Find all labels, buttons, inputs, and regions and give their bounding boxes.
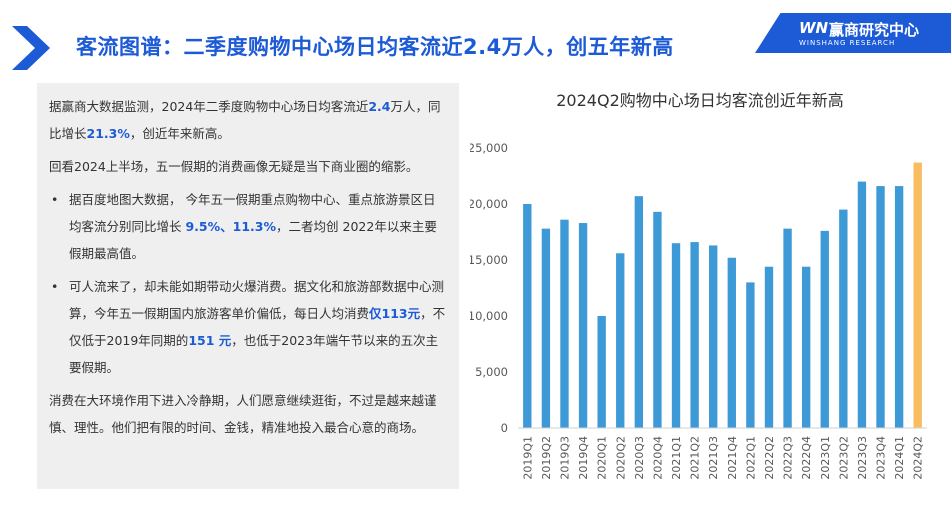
bar-2021Q2 xyxy=(690,242,699,428)
bullet-list: 据百度地图大数据， 今年五一假期重点购物中心、重点旅游景区日均客流分别同比增长 … xyxy=(49,186,447,381)
paragraph-conclusion: 消费在大环境作用下进入冷静期，人们愿意继续逛街，不过是越来越谨慎、理性。他们把有… xyxy=(49,393,437,435)
x-tick-label: 2021Q2 xyxy=(689,436,702,480)
highlight-value: 151 元 xyxy=(188,333,232,348)
highlight-value: 2.4 xyxy=(368,99,391,114)
x-tick-label: 2020Q1 xyxy=(596,436,609,480)
bar-2023Q3 xyxy=(857,181,867,428)
y-tick-label: 5,000 xyxy=(475,365,508,379)
traffic-bar-chart: 2024Q2购物中心场日均客流创近年新高 0 5,000 10,000 15,000 2… xyxy=(470,91,927,480)
text-segment: 据赢商大数据监测，2024年二季度购物中心场日均客流近 xyxy=(49,99,369,114)
bar-2020Q4 xyxy=(653,211,662,428)
highlight-value: 9.5%、11.3% xyxy=(185,219,277,234)
bar-2022Q1 xyxy=(746,282,755,428)
y-tick-label: 25,000 xyxy=(470,141,508,155)
paragraph-summary: 据赢商大数据监测，2024年二季度购物中心场日均客流近2.4万人，同比增长21.… xyxy=(49,93,447,147)
text-segment: 可人流来了，却未能如期带动火爆消费。据文化和旅游部数据中心测算，今年五一假期国内… xyxy=(69,279,445,321)
x-tick-label: 2021Q3 xyxy=(707,436,720,480)
bar-2021Q3 xyxy=(709,245,718,428)
x-tick-label: 2020Q4 xyxy=(651,436,664,480)
y-tick-label: 15,000 xyxy=(470,253,508,267)
brand-subtitle: WINSHANG RESEARCH xyxy=(799,39,896,47)
x-tick-label: 2024Q1 xyxy=(893,436,906,480)
bar-2023Q2 xyxy=(839,209,848,428)
brand-name: 赢商研究中心 xyxy=(829,21,920,39)
highlight-value: 仅113元 xyxy=(369,306,421,321)
y-tick-label: 10,000 xyxy=(470,309,508,323)
bullet-item-baidu: 据百度地图大数据， 今年五一假期重点购物中心、重点旅游景区日均客流分别同比增长 … xyxy=(49,186,447,267)
x-tick-label: 2022Q2 xyxy=(763,436,776,480)
paragraph-intro: 回看2024上半场，五一假期的消费画像无疑是当下商业圈的缩影。 xyxy=(49,159,419,174)
page-title: 客流图谱：二季度购物中心场日均客流近2.4万人，创五年新高 xyxy=(76,35,674,59)
article-text-box: 据赢商大数据监测，2024年二季度购物中心场日均客流近2.4万人，同比增长21.… xyxy=(37,83,459,489)
bar-2020Q1 xyxy=(597,316,606,428)
highlight-value: 21.3% xyxy=(86,126,130,141)
x-tick-label: 2020Q3 xyxy=(633,436,646,480)
bar-2023Q4 xyxy=(876,186,885,428)
brand-banner: WN 赢商研究中心 WINSHANG RESEARCH xyxy=(755,13,951,53)
bar-2022Q3 xyxy=(783,228,792,428)
bar-2019Q1 xyxy=(523,204,532,428)
bar-2022Q2 xyxy=(764,266,774,428)
x-tick-label: 2023Q4 xyxy=(875,436,888,480)
x-tick-label: 2022Q4 xyxy=(800,436,813,480)
text-segment: 万人，同比增长 xyxy=(49,99,441,141)
bar-2021Q1 xyxy=(671,243,681,428)
title-arrow-icon xyxy=(12,26,50,70)
brand-logo-icon: WN xyxy=(799,19,829,37)
x-tick-label: 2020Q2 xyxy=(614,436,627,480)
bar-2022Q4 xyxy=(801,266,811,428)
text-segment: 据百度地图大数据， 今年五一假期重点购物中心、重点旅游景区日均客流分别同比增长 xyxy=(69,192,436,234)
x-axis: 2019Q1 2019Q2 2019Q3 2019Q4 2020Q1 2020Q2 2020… xyxy=(518,427,927,480)
y-tick-label: 0 xyxy=(501,421,508,435)
bar-2023Q1 xyxy=(820,230,829,428)
bar-2021Q4 xyxy=(727,257,736,428)
x-tick-label: 2022Q1 xyxy=(744,436,757,480)
x-tick-label: 2023Q3 xyxy=(856,436,869,480)
x-tick-label: 2019Q4 xyxy=(577,436,590,480)
x-tick-label: 2021Q4 xyxy=(726,436,739,480)
y-axis: 0 5,000 10,000 15,000 20,000 25,000 xyxy=(470,141,508,435)
x-tick-label: 2022Q3 xyxy=(782,436,795,480)
chart-title: 2024Q2购物中心场日均客流创近年新高 xyxy=(556,91,844,110)
bar-series xyxy=(523,162,922,428)
text-segment: ，也低于2023年端午节以来的五次主要假期。 xyxy=(69,333,439,375)
bar-2019Q4 xyxy=(578,223,588,428)
x-tick-label: 2019Q3 xyxy=(558,436,571,480)
bar-2024Q2 xyxy=(913,162,922,428)
x-tick-label: 2023Q2 xyxy=(837,436,850,480)
y-tick-label: 20,000 xyxy=(470,197,508,211)
x-tick-label: 2024Q2 xyxy=(912,436,925,480)
bullet-item-tourism: 可人流来了，却未能如期带动火爆消费。据文化和旅游部数据中心测算，今年五一假期国内… xyxy=(49,273,447,381)
bar-2019Q3 xyxy=(560,219,569,428)
bar-2019Q2 xyxy=(541,228,551,428)
x-tick-label: 2021Q1 xyxy=(670,436,683,480)
bar-2024Q1 xyxy=(894,186,904,428)
x-tick-label: 2019Q1 xyxy=(521,436,534,480)
bar-2020Q2 xyxy=(616,253,625,428)
x-tick-label: 2019Q2 xyxy=(540,436,553,480)
bar-2020Q3 xyxy=(634,196,644,428)
text-segment: ，创近年来新高。 xyxy=(129,126,230,141)
x-tick-label: 2023Q1 xyxy=(819,436,832,480)
text-segment: ，不仅低于2019年同期的 xyxy=(69,306,446,348)
text-segment: ，二者均创 2022年以来主要假期最高值。 xyxy=(69,219,437,261)
